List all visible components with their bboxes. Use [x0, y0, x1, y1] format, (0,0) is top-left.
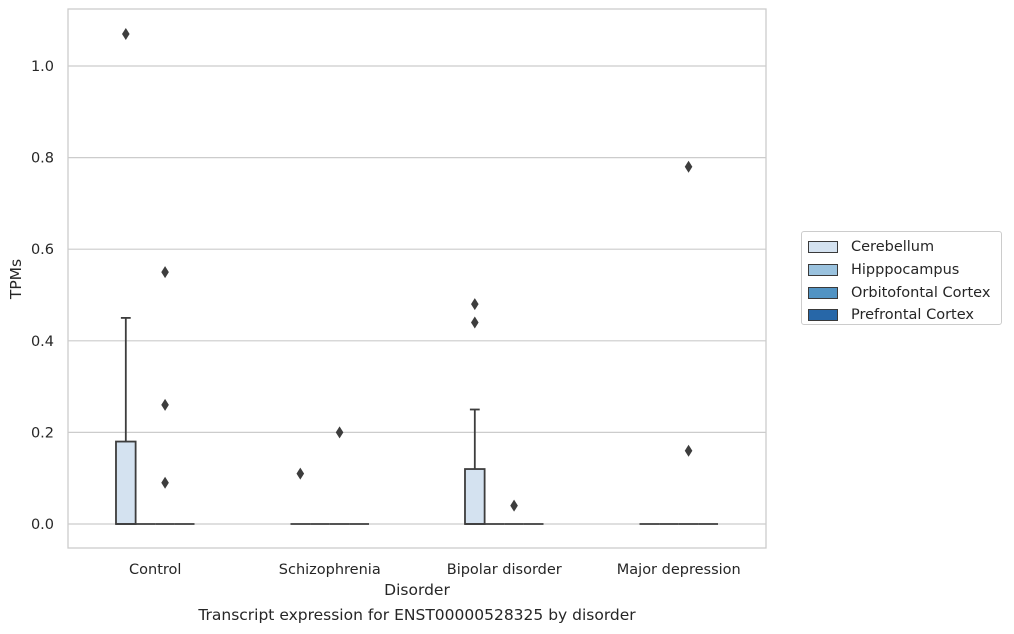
y-tick-labels: 0.0 0.2 0.4 0.6 0.8 1.0 — [31, 59, 54, 533]
y-tick-label: 0.4 — [31, 334, 54, 350]
legend-swatch — [808, 241, 838, 254]
box-cerebellum — [290, 467, 311, 525]
y-tick-label: 1.0 — [31, 59, 54, 75]
legend-label: Hipppocampus — [851, 262, 960, 279]
outlier-point — [471, 316, 479, 329]
chart-caption: Transcript expression for ENST0000052832… — [198, 606, 636, 624]
box-body — [115, 440, 137, 525]
box-cerebellum — [115, 27, 137, 525]
outlier-point — [161, 476, 169, 489]
box-orbitofontal-cortex — [678, 160, 699, 525]
grid-lines — [68, 65, 766, 525]
outlier-point — [684, 160, 693, 173]
x-tick-label: Schizophrenia — [279, 562, 381, 578]
legend: Cerebellum Hipppocampus Orbitofontal Corte… — [801, 231, 1002, 325]
outlier-point — [296, 467, 305, 480]
legend-swatch — [808, 309, 838, 322]
outlier-point — [122, 27, 130, 40]
y-tick-label: 0.8 — [31, 151, 54, 167]
outlier-point — [510, 499, 518, 512]
legend-item: Prefrontal Cortex — [808, 304, 1001, 327]
legend-swatch — [808, 286, 838, 299]
legend-label: Orbitofontal Cortex — [851, 284, 991, 301]
box-cerebellum — [464, 298, 486, 525]
outlier-point — [161, 398, 169, 411]
outlier-point — [684, 444, 693, 457]
plot-frame — [67, 8, 767, 549]
box-orbitofontal-cortex — [504, 499, 524, 525]
legend-swatch — [808, 264, 838, 277]
x-tick-labels: Control Schizophrenia Bipolar disorder Majo… — [129, 562, 741, 578]
x-axis-label: Disorder — [384, 581, 450, 599]
box-plot-marks — [115, 27, 719, 525]
box-orbitofontal-cortex — [155, 266, 175, 525]
x-tick-label: Control — [129, 562, 181, 578]
x-tick-label: Major depression — [617, 562, 741, 578]
legend-label: Cerebellum — [851, 239, 935, 256]
y-tick-label: 0.2 — [31, 425, 54, 441]
outlier-point — [335, 426, 344, 439]
y-tick-label: 0.0 — [31, 517, 54, 533]
legend-item: Orbitofontal Cortex — [808, 281, 1001, 304]
box-body — [464, 468, 486, 525]
outlier-point — [161, 266, 169, 279]
outlier-point — [471, 298, 479, 311]
box-orbitofontal-cortex — [329, 426, 350, 525]
x-tick-label: Bipolar disorder — [447, 562, 562, 578]
legend-item: Hipppocampus — [808, 259, 1001, 282]
y-tick-label: 0.6 — [31, 242, 54, 258]
legend-item: Cerebellum — [808, 236, 1001, 259]
y-axis-label: TPMs — [7, 259, 25, 300]
legend-label: Prefrontal Cortex — [851, 307, 974, 324]
